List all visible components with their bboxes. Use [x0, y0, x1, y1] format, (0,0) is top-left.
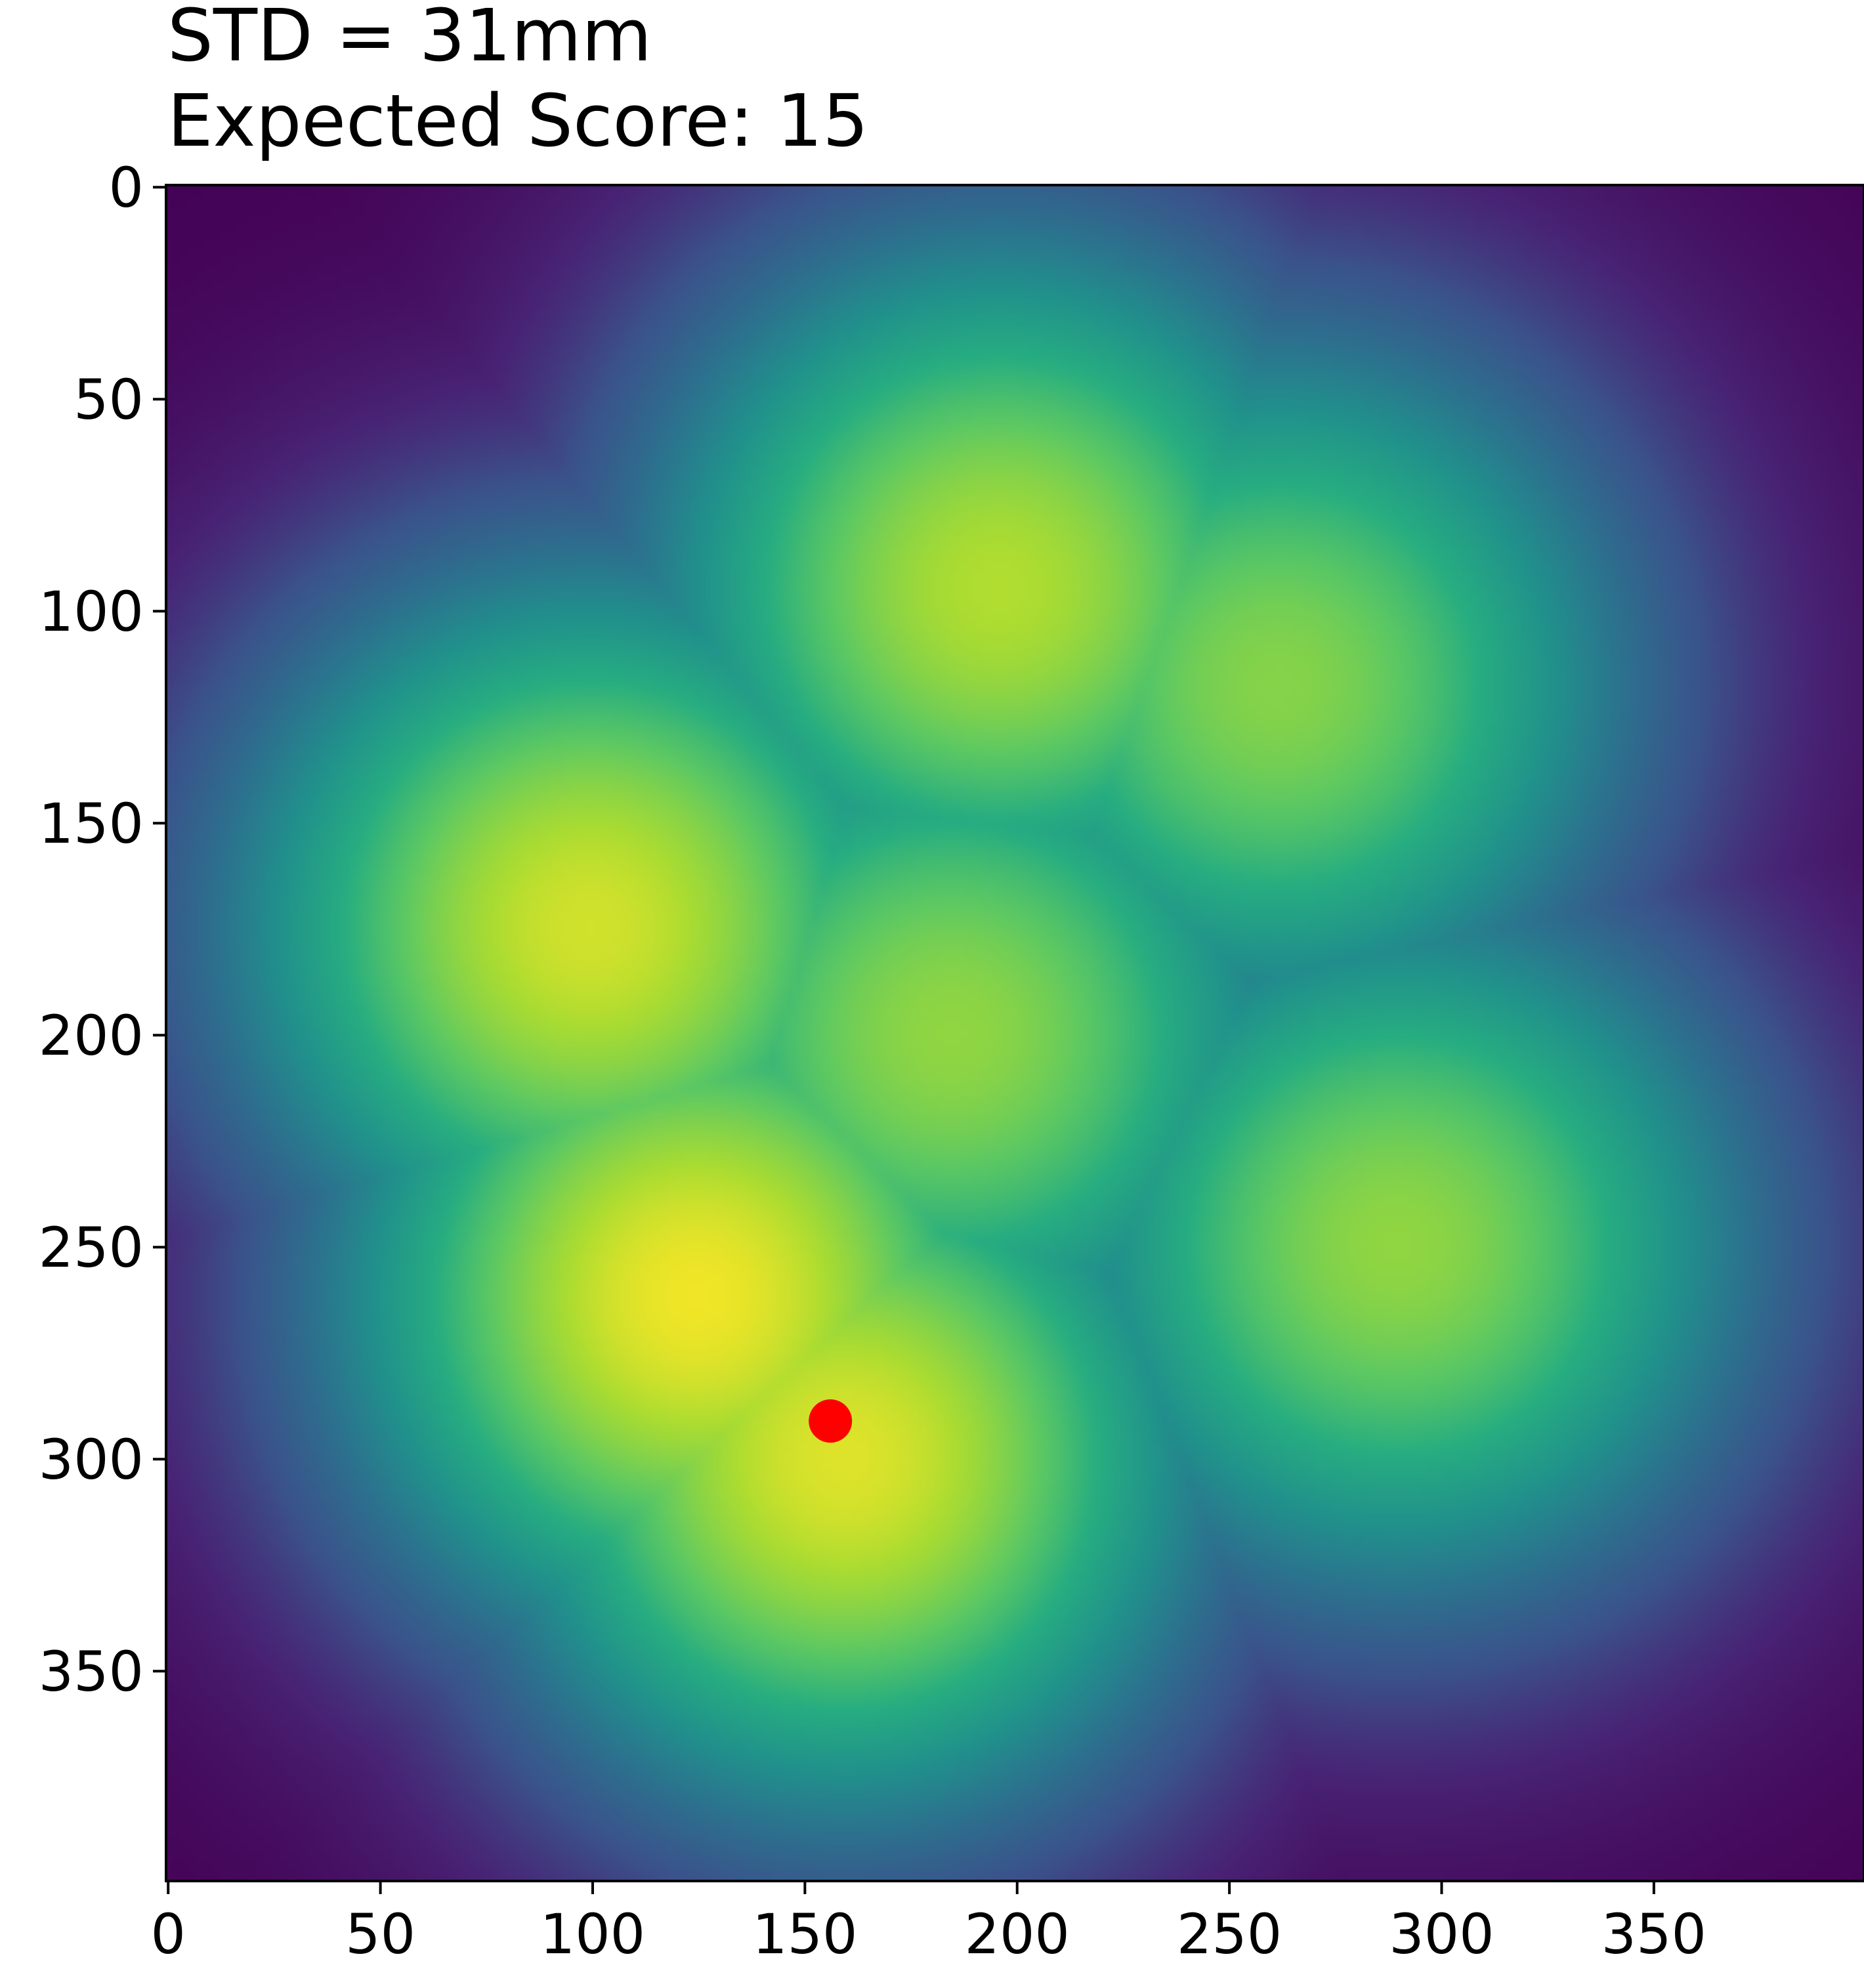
y-tick-label: 150 — [39, 792, 144, 856]
y-axis: 0 50 100 150 200 250 300 350 — [39, 156, 166, 1704]
x-tick-label: 50 — [345, 1902, 415, 1966]
x-tick-label: 0 — [151, 1902, 186, 1966]
chart-title-line-1: STD = 31mm — [167, 0, 652, 77]
y-tick-label: 350 — [39, 1639, 144, 1704]
x-tick-label: 350 — [1601, 1902, 1706, 1966]
plot-frame — [165, 184, 1864, 1882]
heatmap-image — [166, 185, 1864, 1881]
y-tick-label: 50 — [74, 368, 144, 432]
y-tick-label: 100 — [39, 580, 144, 644]
x-tick-label: 250 — [1177, 1902, 1282, 1966]
chart-title-line-2: Expected Score: 15 — [167, 79, 868, 163]
x-axis: 0 50 100 150 200 250 300 350 — [151, 1881, 1706, 1966]
x-tick-label: 300 — [1389, 1902, 1494, 1966]
y-tick-label: 200 — [39, 1004, 144, 1068]
x-tick-label: 200 — [965, 1902, 1070, 1966]
x-tick-label: 100 — [540, 1902, 645, 1966]
x-tick-label: 150 — [752, 1902, 857, 1966]
y-tick-label: 250 — [39, 1216, 144, 1280]
y-tick-label: 0 — [109, 156, 144, 220]
y-tick-label: 300 — [39, 1428, 144, 1492]
target-point-marker — [809, 1399, 853, 1443]
